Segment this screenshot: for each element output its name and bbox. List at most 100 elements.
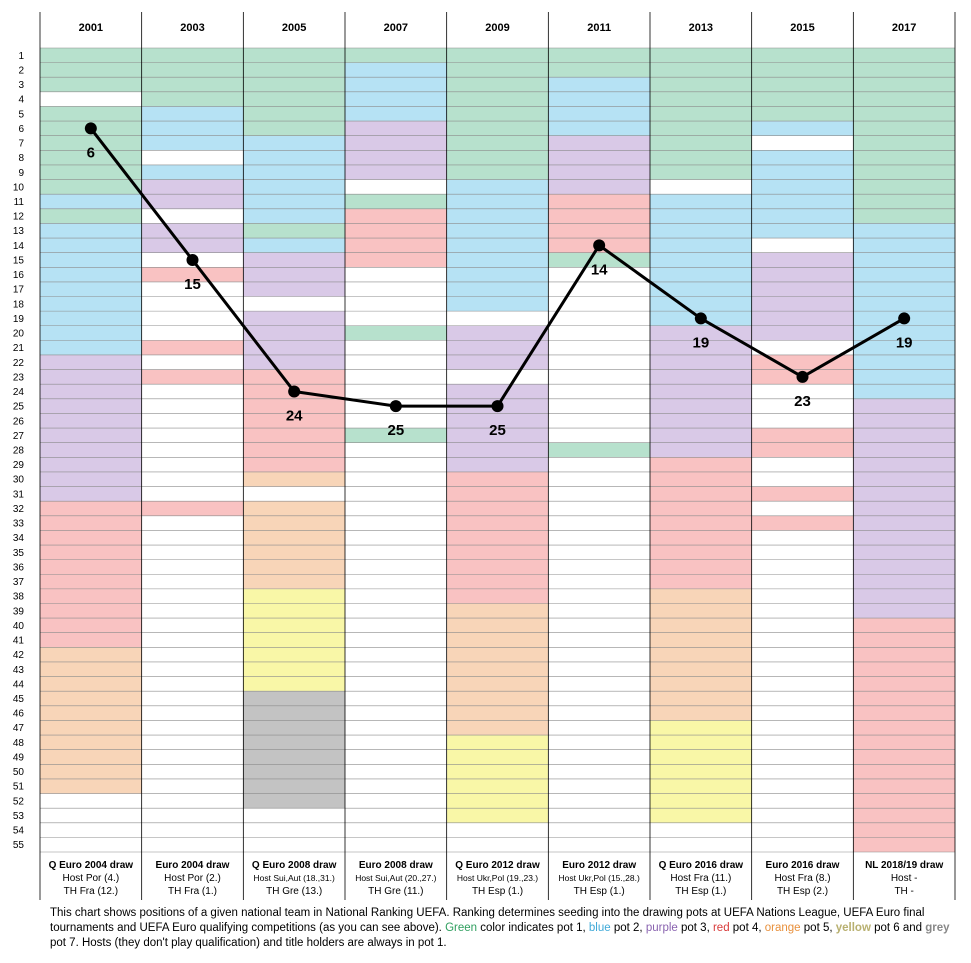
data-label: 19: [692, 334, 709, 351]
pot-band: [243, 471, 345, 487]
data-label: 15: [184, 276, 201, 293]
top-year-label: 2007: [384, 22, 408, 34]
pot-band: [650, 48, 752, 180]
y-tick-label: 29: [13, 460, 25, 471]
pot-bands: [40, 48, 955, 852]
y-tick-label: 26: [13, 416, 25, 427]
caption-text: color indicates pot 1,: [477, 922, 589, 934]
y-tick-label: 14: [13, 241, 25, 252]
category-host: Host Sui,Aut (18.,31.): [254, 873, 335, 883]
y-tick-label: 37: [13, 577, 25, 588]
column-dividers: [39, 12, 956, 900]
y-tick-label: 5: [18, 109, 24, 120]
category-title-holder: TH Fra (1.): [168, 886, 217, 897]
data-point: [491, 400, 504, 413]
pot-band: [345, 194, 447, 209]
pot-band: [650, 588, 752, 721]
y-tick-label: 16: [13, 270, 25, 281]
chart-caption: This chart shows positions of a given na…: [50, 906, 955, 951]
y-tick-label: 11: [14, 197, 25, 208]
pot-band: [141, 106, 244, 151]
y-tick-label: 24: [13, 387, 25, 398]
y-tick-label: 27: [13, 431, 25, 442]
category-name: Q Euro 2008 draw: [252, 860, 337, 871]
pot-band: [40, 48, 142, 92]
data-point: [288, 385, 301, 398]
caption-red: red: [712, 922, 730, 934]
category-title-holder: TH Esp (1.): [675, 886, 726, 897]
data-point: [186, 253, 199, 266]
ranking-series: [84, 122, 911, 413]
y-tick-label: 19: [13, 314, 25, 325]
pot-band: [446, 603, 549, 736]
category-labels: Q Euro 2004 draw Host Por (4.) TH Fra (12.…: [49, 860, 944, 897]
data-point: [898, 312, 911, 325]
gridlines: [40, 47, 955, 853]
top-year-label: 2005: [282, 22, 306, 34]
y-tick-label: 22: [13, 358, 25, 369]
y-tick-label: 6: [18, 124, 24, 135]
pot-band: [650, 325, 752, 458]
y-tick-label: 39: [13, 606, 25, 617]
pot-band: [345, 325, 447, 341]
y-tick-label: 43: [13, 665, 25, 676]
data-label: 25: [489, 422, 506, 439]
y-tick-label: 18: [13, 299, 25, 310]
y-tick-label: 31: [13, 489, 25, 500]
data-label: 19: [896, 334, 913, 351]
pot-band: [345, 48, 447, 63]
data-label: 14: [591, 261, 608, 278]
top-year-label: 2003: [180, 22, 204, 34]
pot-band: [141, 369, 244, 385]
caption-text: This chart shows positions of a given na…: [50, 907, 925, 934]
y-tick-label: 35: [13, 548, 25, 559]
pot-band: [243, 223, 345, 239]
y-tick-label: 1: [18, 51, 24, 62]
y-tick-label: 34: [13, 533, 25, 544]
y-tick-label: 48: [13, 738, 25, 749]
y-tick-label: 36: [13, 562, 25, 573]
y-tick-label: 38: [13, 592, 25, 603]
category-host: Host Sui,Aut (20.,27.): [355, 873, 436, 883]
pot-band: [446, 48, 549, 180]
data-point: [694, 312, 707, 325]
pot-band: [345, 428, 447, 443]
y-tick-label: 8: [18, 153, 24, 164]
pot-band: [40, 194, 142, 209]
pot-band: [853, 398, 955, 619]
y-tick-label: 42: [13, 650, 25, 661]
category-name: Q Euro 2012 draw: [455, 860, 540, 871]
pot-band: [751, 48, 854, 122]
category-host: Host Ukr,Pol (19.,23.): [457, 873, 538, 883]
y-tick-label: 12: [13, 212, 25, 223]
category-host: Host Por (4.): [62, 873, 119, 884]
y-tick-label: 50: [13, 767, 25, 778]
top-year-label: 2015: [790, 22, 814, 34]
y-tick-label: 51: [13, 782, 25, 793]
caption-text: pot 7. Hosts (they don't play qualificat…: [50, 937, 447, 949]
y-tick-label: 45: [13, 694, 25, 705]
top-year-label: 2011: [587, 22, 611, 34]
data-point: [389, 400, 402, 413]
caption-green: Green: [445, 922, 478, 934]
pot-band: [243, 238, 345, 253]
top-year-label: 2013: [689, 22, 713, 34]
y-tick-label: 4: [18, 95, 24, 106]
y-tick-label: 32: [13, 504, 25, 515]
pot-band: [141, 501, 244, 516]
y-tick-label: 33: [13, 519, 25, 530]
y-tick-label: 28: [13, 446, 25, 457]
pot-band: [40, 223, 142, 355]
category-name: Euro 2004 draw: [156, 860, 230, 871]
y-tick-label: 55: [13, 840, 25, 851]
category-host: Host Ukr,Pol (15.,28.): [559, 873, 640, 883]
category-name: Q Euro 2016 draw: [659, 860, 744, 871]
y-tick-label: 44: [13, 679, 25, 690]
category-title-holder: TH Esp (1.): [472, 886, 523, 897]
data-label: 24: [286, 408, 303, 425]
y-tick-label: 53: [13, 811, 25, 822]
pot-band: [548, 442, 650, 458]
category-name: Euro 2008 draw: [359, 860, 433, 871]
data-point: [593, 239, 606, 252]
